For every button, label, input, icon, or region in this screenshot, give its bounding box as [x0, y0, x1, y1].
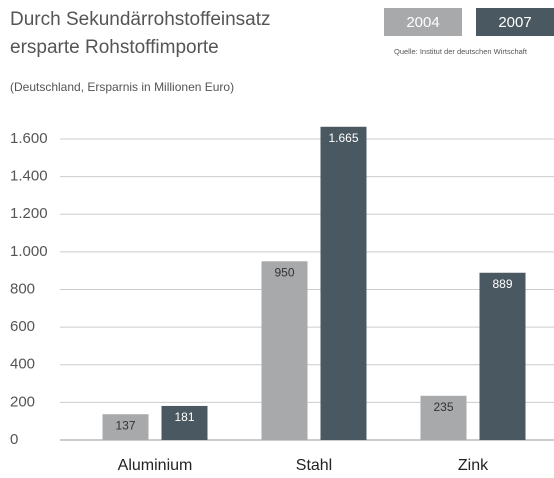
- value-label: 137: [115, 418, 135, 432]
- chart-subtitle: (Deutschland, Ersparnis in Millionen Eur…: [10, 80, 234, 94]
- chart-title: ersparte Rohstoffimporte: [10, 37, 219, 58]
- bar: [161, 405, 208, 440]
- bar: [261, 261, 308, 440]
- y-tick-label: 1.400: [10, 168, 48, 185]
- value-label: 889: [492, 277, 512, 291]
- value-label: 181: [174, 410, 194, 424]
- bar: [420, 395, 467, 440]
- x-tick-label: Zink: [458, 457, 489, 474]
- bar: [102, 414, 149, 440]
- value-label: 950: [274, 265, 294, 279]
- bar: [479, 272, 526, 440]
- y-tick-label: 800: [10, 280, 35, 297]
- y-tick-label: 1.000: [10, 243, 48, 260]
- legend-swatch: [476, 8, 554, 36]
- y-tick-label: 1.200: [10, 205, 48, 222]
- x-tick-label: Aluminium: [118, 457, 193, 474]
- value-label: 1.665: [328, 131, 358, 145]
- legend-label: 2004: [406, 14, 439, 31]
- bar: [320, 126, 367, 440]
- legend-swatch: [384, 8, 462, 36]
- x-tick-label: Stahl: [296, 457, 332, 474]
- chart-title: Durch Sekundärrohstoffeinsatz: [10, 9, 271, 30]
- y-tick-label: 1.600: [10, 130, 48, 147]
- y-tick-label: 0: [10, 431, 18, 448]
- y-tick-label: 400: [10, 356, 35, 373]
- legend-label: 2007: [498, 14, 531, 31]
- y-tick-label: 600: [10, 318, 35, 335]
- source: Quelle: Institut der deutschen Wirtschaf…: [394, 47, 528, 56]
- y-tick-label: 200: [10, 393, 35, 410]
- value-label: 235: [433, 400, 453, 414]
